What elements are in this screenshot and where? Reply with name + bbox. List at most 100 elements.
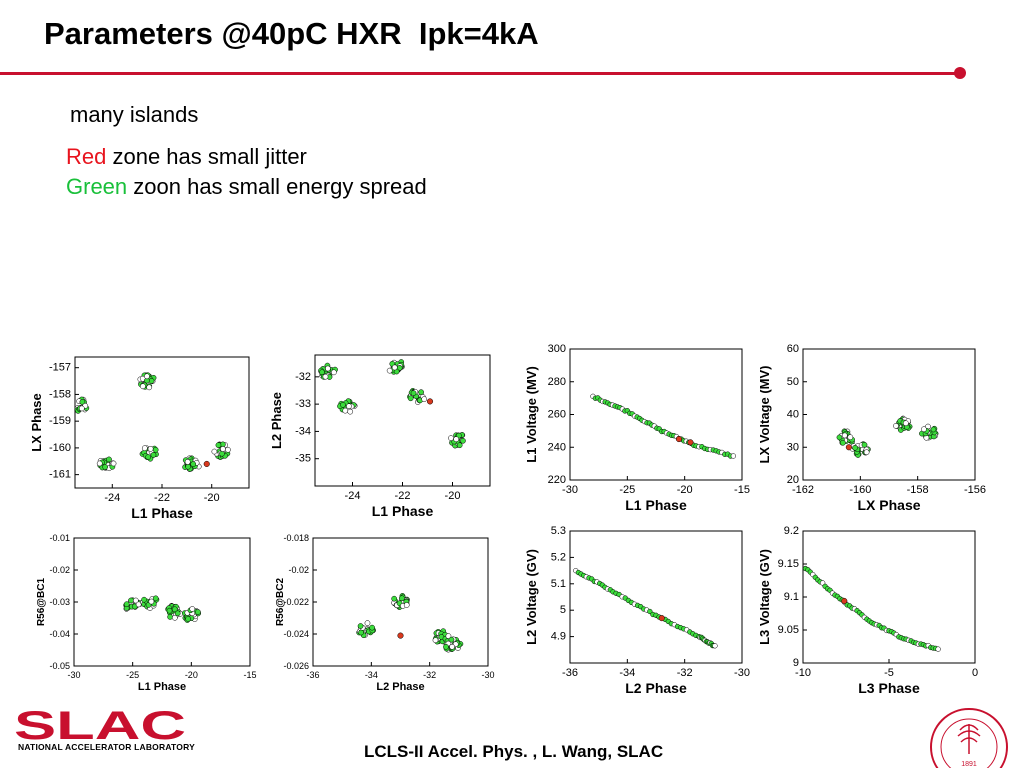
- data-points: [318, 359, 466, 449]
- footer-credit: LCLS-II Accel. Phys. , L. Wang, SLAC: [364, 742, 664, 761]
- data-point: [171, 606, 178, 613]
- y-tick-label: 260: [548, 409, 566, 421]
- data-point: [110, 460, 117, 467]
- data-point: [358, 629, 364, 636]
- red-zone-text: zone has small jitter: [106, 144, 307, 169]
- data-point: [687, 439, 694, 446]
- data-point: [852, 444, 858, 451]
- title-divider: [0, 72, 960, 75]
- data-point: [847, 434, 854, 441]
- x-axis-label: L2 Phase: [376, 681, 424, 693]
- data-point: [78, 405, 85, 412]
- bullet-green-zone: Green zoon has small energy spread: [66, 174, 427, 200]
- y-tick-label: -0.024: [283, 629, 309, 639]
- y-axis-label: LX Phase: [29, 393, 44, 452]
- x-tick-label: -20: [445, 490, 461, 502]
- y-axis-label: R56@BC1: [36, 578, 47, 627]
- data-point: [140, 383, 146, 390]
- data-point: [322, 373, 329, 380]
- y-tick-label: 40: [787, 409, 799, 421]
- x-tick-label: -25: [126, 670, 139, 680]
- data-point: [845, 444, 852, 451]
- plot-frame: [569, 348, 743, 481]
- y-tick-label: -161: [49, 469, 71, 481]
- x-tick-label: -24: [345, 490, 361, 502]
- data-point: [185, 616, 191, 622]
- data-point: [930, 426, 937, 433]
- y-tick-label: -0.02: [49, 565, 70, 575]
- data-point: [146, 384, 153, 391]
- data-point: [453, 436, 460, 443]
- y-tick-label: 300: [548, 343, 566, 355]
- y-tick-label: 4.9: [551, 631, 566, 643]
- plot-r56bc2-vs-l2-phase: -36 -34 -32 -30 -0.018 -0.02 -0.022 -0.024 -0.02…: [275, 533, 495, 693]
- data-point: [166, 607, 173, 614]
- data-point: [863, 449, 870, 456]
- data-point: [448, 435, 454, 441]
- data-point: [712, 643, 718, 649]
- x-tick-label: -36: [562, 667, 578, 679]
- data-point: [203, 460, 210, 467]
- x-tick-label: -30: [734, 667, 750, 679]
- y-tick-label: 280: [548, 376, 566, 388]
- y-axis-label: L2 Voltage (GV): [524, 549, 539, 645]
- data-point: [448, 636, 455, 643]
- y-tick-label: 220: [548, 474, 566, 486]
- data-point: [185, 463, 191, 470]
- slac-logo-text: SLAC: [14, 706, 186, 742]
- y-tick-label: 9.05: [778, 624, 799, 636]
- x-axis-label: L2 Phase: [625, 680, 687, 696]
- plot-frame: [569, 530, 743, 664]
- y-tick-label: -0.05: [49, 661, 70, 671]
- data-point: [399, 595, 405, 602]
- data-point: [102, 464, 108, 470]
- x-tick-label: -30: [562, 484, 578, 496]
- y-tick-label: 9.15: [778, 558, 799, 570]
- data-points: [590, 393, 737, 459]
- data-point: [369, 624, 375, 631]
- y-tick-label: -158: [49, 388, 71, 400]
- data-points: [123, 595, 201, 623]
- y-tick-label: -33: [295, 398, 311, 410]
- data-point: [902, 420, 909, 427]
- data-point: [364, 620, 371, 626]
- data-point: [403, 602, 410, 608]
- data-point: [128, 597, 134, 604]
- data-point: [150, 452, 157, 458]
- x-tick-label: -32: [677, 667, 693, 679]
- y-tick-label: 20: [787, 474, 799, 486]
- data-point: [730, 453, 737, 459]
- data-point: [456, 442, 463, 449]
- data-point: [152, 595, 159, 602]
- x-tick-label: -5: [884, 667, 894, 679]
- data-point: [397, 632, 404, 639]
- x-axis-label: L1 Phase: [138, 681, 186, 693]
- x-tick-label: -22: [395, 490, 411, 502]
- data-point: [106, 456, 112, 463]
- y-tick-label: 5: [560, 604, 566, 616]
- data-point: [174, 610, 181, 617]
- plot-l3-voltage-vs-l3-phase: -10 -5 0 9.2 9.15 9.1 9.05 9 L3 Phase L3 Voltage …: [760, 525, 978, 696]
- y-tick-label: -35: [295, 453, 311, 465]
- x-tick-label: -15: [243, 670, 256, 680]
- x-tick-label: -25: [619, 484, 635, 496]
- x-tick-label: -20: [204, 492, 220, 504]
- x-tick-label: -22: [154, 492, 170, 504]
- data-point: [840, 439, 846, 446]
- y-tick-label: -160: [49, 442, 71, 454]
- data-point: [841, 432, 848, 439]
- data-points: [836, 415, 939, 458]
- y-axis-label: L2 Phase: [269, 392, 284, 449]
- data-point: [219, 450, 225, 457]
- data-point: [893, 423, 899, 429]
- data-point: [935, 646, 941, 652]
- y-axis-label: L3 Voltage (GV): [760, 549, 772, 645]
- plot-l2-phase-vs-l1-phase: -24 -22 -20 -32 -33 -34 -35 L1 Phase L2 Phase: [269, 354, 491, 519]
- plot-frame: [802, 348, 976, 481]
- data-point: [152, 446, 159, 453]
- y-tick-label: 50: [787, 376, 799, 388]
- data-point: [96, 460, 103, 467]
- y-tick-label: -0.03: [49, 597, 70, 607]
- plot-frame: [314, 354, 491, 487]
- y-tick-label: 9.1: [784, 591, 799, 603]
